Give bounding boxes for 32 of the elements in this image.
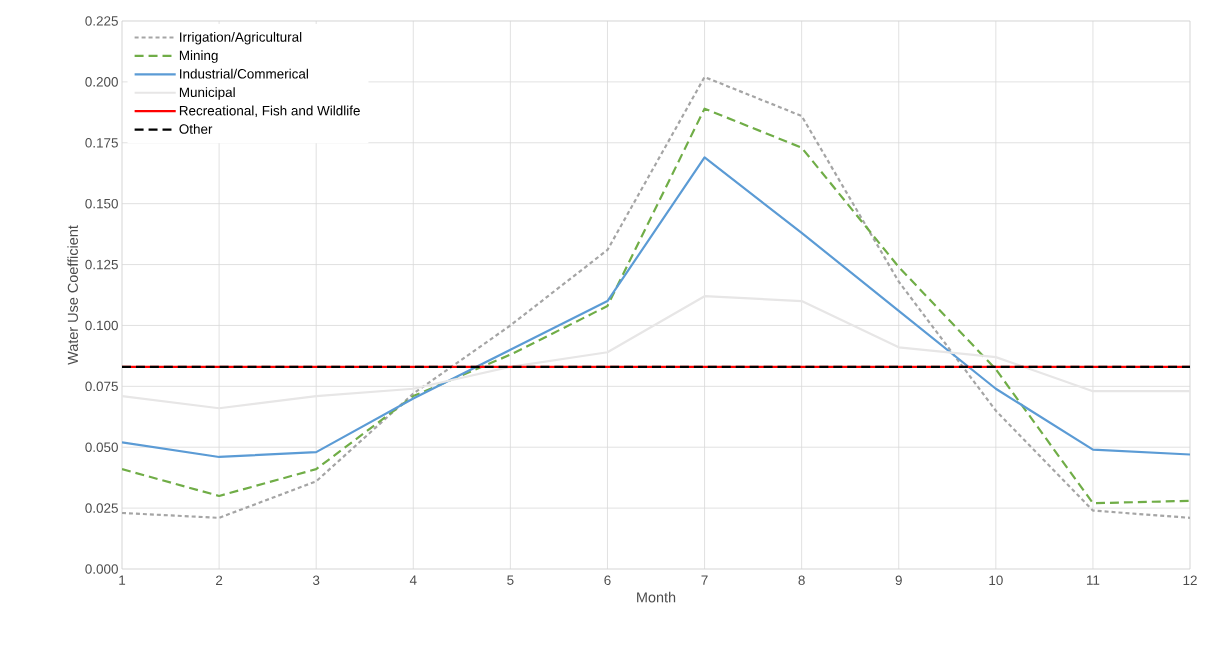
x-tick-label: 7: [701, 575, 708, 585]
y-tick-label: 0.000: [85, 564, 118, 574]
x-tick-label: 10: [989, 575, 1003, 586]
y-tick-label: 0.050: [85, 442, 118, 452]
x-tick-label: 4: [409, 575, 417, 585]
legend-label: Other: [179, 123, 213, 134]
x-tick-label: 2: [216, 575, 223, 585]
legend-label: Mining: [179, 50, 218, 63]
line-series: [122, 295, 1191, 410]
x-axis-title: Month: [637, 591, 676, 603]
y-tick-label: 0.075: [85, 381, 118, 392]
x-tick-label: 3: [312, 575, 320, 586]
y-tick-label: 0.225: [85, 16, 118, 26]
line-series: [122, 156, 1191, 459]
y-tick-label: 0.125: [85, 259, 118, 270]
y-axis-title: Water Use Coefficient: [67, 225, 78, 365]
x-tick-label: 5: [507, 575, 514, 585]
legend-label: Irrigation/Agricultural: [180, 31, 302, 45]
legend-label: Municipal: [179, 87, 235, 100]
x-tick-label: 12: [1183, 575, 1197, 585]
y-tick-label: 0.100: [85, 320, 118, 331]
y-tick-label: 0.150: [85, 198, 118, 209]
legend-label: Recreational, Fish and Wildlife: [179, 105, 360, 118]
x-tick-label: 11: [1086, 575, 1100, 585]
x-tick-label: 1: [119, 575, 126, 585]
x-tick-label: 6: [604, 575, 611, 586]
legend-label: Industrial/Commerical: [180, 68, 308, 79]
y-tick-label: 0.175: [85, 138, 118, 148]
y-tick-label: 0.200: [85, 77, 118, 87]
x-tick-label: 8: [798, 575, 805, 586]
y-tick-label: 0.025: [85, 503, 118, 513]
x-tick-label: 9: [895, 575, 902, 586]
